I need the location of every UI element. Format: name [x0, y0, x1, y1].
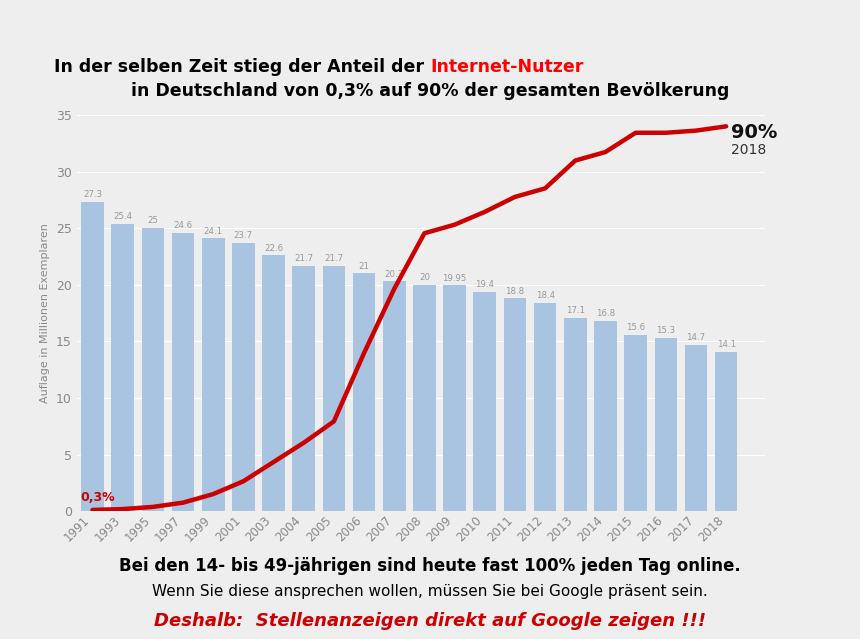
- Bar: [594, 321, 617, 511]
- Bar: [292, 266, 315, 511]
- Text: Bei den 14- bis 49-jährigen sind heute fast 100% jeden Tag online.: Bei den 14- bis 49-jährigen sind heute f…: [120, 557, 740, 574]
- Text: 18.4: 18.4: [536, 291, 555, 300]
- Text: 15.3: 15.3: [656, 326, 675, 335]
- Text: 25.4: 25.4: [114, 212, 132, 221]
- Text: in Deutschland von 0,3% auf 90% der gesamten Bevölkerung: in Deutschland von 0,3% auf 90% der gesa…: [131, 82, 729, 100]
- Y-axis label: Auflage in Millionen Exemplaren: Auflage in Millionen Exemplaren: [40, 223, 51, 403]
- Text: 15.6: 15.6: [626, 323, 645, 332]
- Bar: [383, 281, 406, 511]
- Bar: [142, 228, 164, 511]
- Text: 23.7: 23.7: [234, 231, 253, 240]
- Bar: [353, 273, 375, 511]
- Bar: [504, 298, 526, 511]
- Text: In der selben Zeit stieg der Anteil der: In der selben Zeit stieg der Anteil der: [54, 58, 430, 76]
- Text: Deshalb:  Stellenanzeigen direkt auf Google zeigen !!!: Deshalb: Stellenanzeigen direkt auf Goog…: [154, 612, 706, 630]
- Bar: [322, 266, 345, 511]
- Bar: [262, 256, 285, 511]
- Text: 24.1: 24.1: [204, 227, 223, 236]
- Bar: [624, 335, 647, 511]
- Text: 2018: 2018: [731, 143, 766, 157]
- Bar: [172, 233, 194, 511]
- Text: 20.3: 20.3: [384, 270, 404, 279]
- Text: 19.95: 19.95: [442, 273, 467, 282]
- Bar: [443, 286, 466, 511]
- Text: 21: 21: [359, 261, 370, 271]
- Bar: [413, 285, 436, 511]
- Bar: [654, 338, 677, 511]
- Bar: [232, 243, 255, 511]
- Bar: [474, 291, 496, 511]
- Text: 21.7: 21.7: [294, 254, 313, 263]
- Text: 20: 20: [419, 273, 430, 282]
- Bar: [685, 345, 707, 511]
- Bar: [202, 238, 224, 511]
- Text: 22.6: 22.6: [264, 243, 283, 252]
- Text: 25: 25: [147, 217, 158, 226]
- Bar: [81, 202, 104, 511]
- Text: 27.3: 27.3: [83, 190, 102, 199]
- Text: 19.4: 19.4: [476, 280, 494, 289]
- Text: 0,3%: 0,3%: [81, 491, 115, 504]
- Text: 17.1: 17.1: [566, 306, 585, 315]
- Bar: [715, 351, 738, 511]
- Bar: [534, 303, 556, 511]
- Text: 18.8: 18.8: [506, 286, 525, 296]
- Text: Internet-Nutzer: Internet-Nutzer: [430, 58, 583, 76]
- Text: 16.8: 16.8: [596, 309, 615, 318]
- Bar: [111, 224, 134, 511]
- Text: Wenn Sie diese ansprechen wollen, müssen Sie bei Google präsent sein.: Wenn Sie diese ansprechen wollen, müssen…: [152, 583, 708, 599]
- Text: 24.6: 24.6: [174, 221, 193, 230]
- Text: 14.1: 14.1: [716, 340, 736, 349]
- Text: 14.7: 14.7: [686, 333, 705, 342]
- Text: 21.7: 21.7: [324, 254, 343, 263]
- Bar: [564, 318, 587, 511]
- Text: 90%: 90%: [731, 123, 777, 142]
